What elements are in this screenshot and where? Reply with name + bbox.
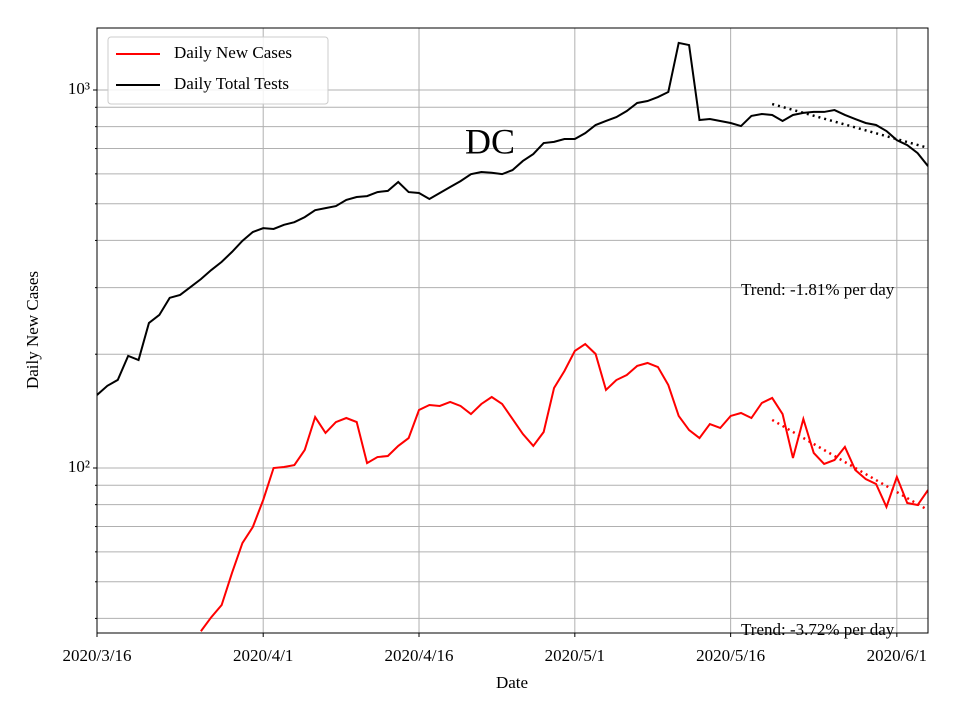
legend-label: Daily New Cases [174,43,292,62]
chart-title: DC [465,121,515,161]
grid [96,28,928,633]
x-tick-label: 2020/4/1 [233,646,293,665]
legend-label: Daily Total Tests [174,74,289,93]
y-tick-label: 10² [68,457,90,476]
plot-lines [97,41,928,632]
y-axis-label: Daily New Cases [23,271,42,389]
plot-frame [96,27,929,634]
data-line [97,41,928,396]
legend-box [107,36,329,105]
x-tick-label: 2020/3/16 [63,646,132,665]
x-tick-label: 2020/5/16 [696,646,765,665]
trend-annotation: Trend: -3.72% per day [741,620,895,639]
trend-annotation: Trend: -1.81% per day [741,280,895,299]
data-line [200,342,928,632]
legend: Daily New Cases Daily Total Tests [107,36,329,105]
x-axis-label: Date [496,673,528,692]
x-tick-label: 2020/4/16 [385,646,454,665]
x-tick-label: 2020/6/1 [867,646,927,665]
x-tick-label: 2020/5/1 [545,646,605,665]
y-tick-label: 10³ [68,79,90,98]
